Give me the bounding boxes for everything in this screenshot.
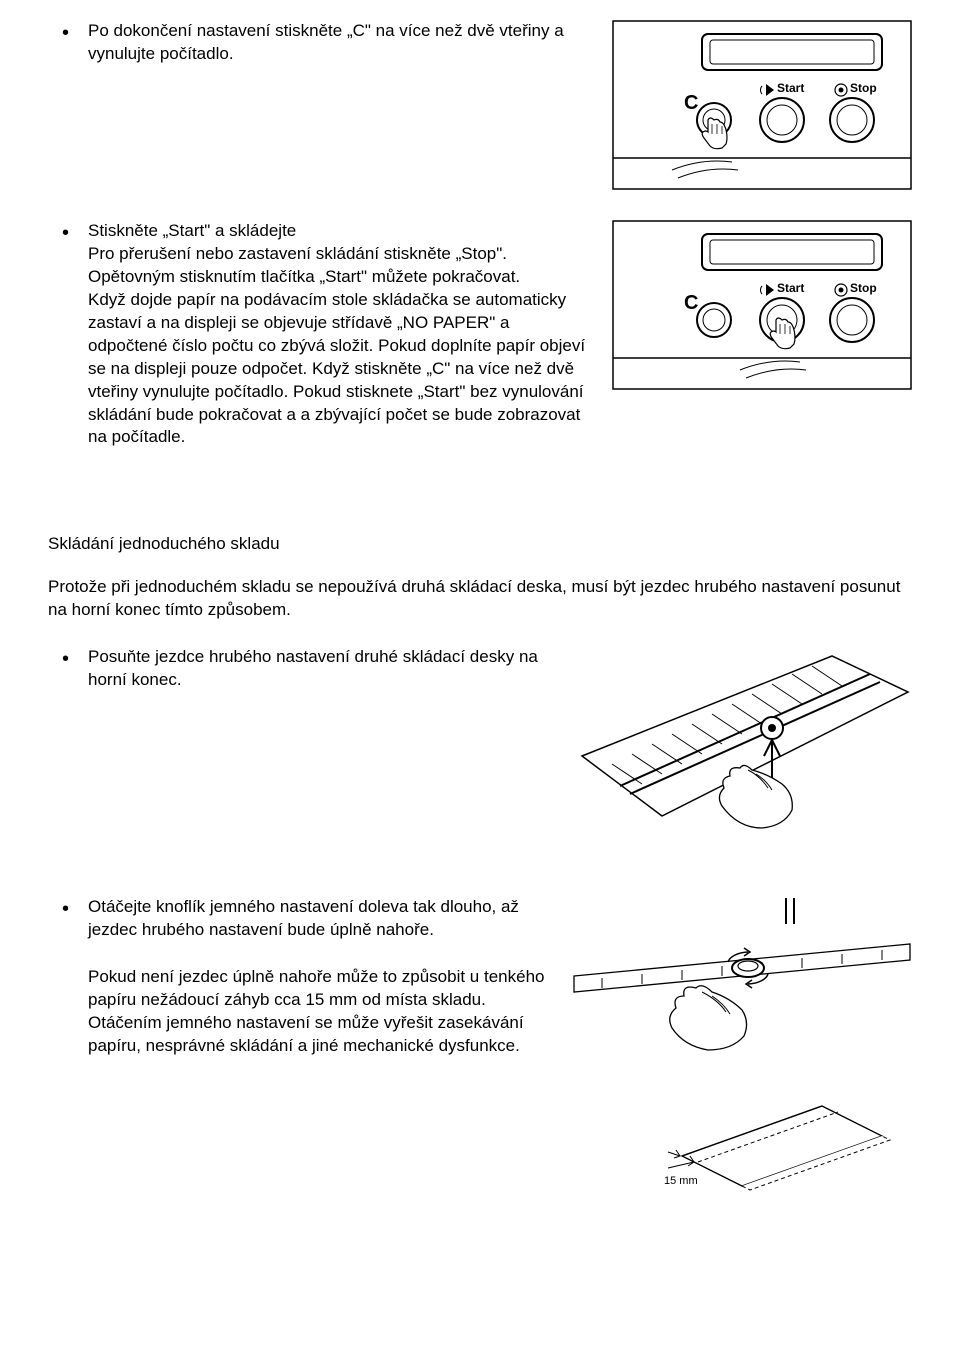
- bullet-step-3: Posuňte jezdce hrubého nastavení druhé s…: [48, 646, 552, 692]
- svg-text:Stop: Stop: [850, 81, 877, 95]
- section-intro: Protože při jednoduchém skladu se nepouž…: [48, 576, 912, 622]
- figure-panel-c-press: Start Stop C: [612, 20, 912, 190]
- svg-text:Start: Start: [777, 81, 804, 95]
- bullet-step-4: Otáčejte knoflík jemného nastavení dolev…: [48, 896, 552, 942]
- bullet-step-1-text: Po dokončení nastavení stiskněte „C" na …: [88, 21, 564, 63]
- row-step-2: Stiskněte „Start" a skládejte Pro přeruš…: [48, 220, 912, 473]
- figure-coarse-slider: [572, 646, 912, 856]
- svg-text:Stop: Stop: [850, 281, 877, 295]
- svg-text:C: C: [684, 92, 698, 114]
- svg-text:15 mm: 15 mm: [664, 1175, 698, 1187]
- bullet-step-4-sub: Pokud není jezdec úplně nahoře může to z…: [48, 966, 552, 1058]
- bullet-step-4-text: Otáčejte knoflík jemného nastavení dolev…: [88, 897, 519, 939]
- figure-panel-start-press: Start Stop C: [612, 220, 912, 390]
- row-step-4: Otáčejte knoflík jemného nastavení dolev…: [48, 896, 912, 1196]
- figure-fine-knob-and-fold: 15 mm: [572, 896, 912, 1196]
- bullet-step-2-text: Stiskněte „Start" a skládejte Pro přeruš…: [88, 221, 585, 446]
- row-step-3: Posuňte jezdce hrubého nastavení druhé s…: [48, 646, 912, 856]
- bullet-step-3-text: Posuňte jezdce hrubého nastavení druhé s…: [88, 647, 538, 689]
- svg-text:C: C: [684, 292, 698, 314]
- svg-text:Start: Start: [777, 281, 804, 295]
- bullet-step-2: Stiskněte „Start" a skládejte Pro přeruš…: [48, 220, 592, 449]
- section-heading-single-fold: Skládání jednoduchého skladu: [48, 533, 912, 556]
- bullet-step-1: Po dokončení nastavení stiskněte „C" na …: [48, 20, 592, 66]
- row-step-1: Po dokončení nastavení stiskněte „C" na …: [48, 20, 912, 190]
